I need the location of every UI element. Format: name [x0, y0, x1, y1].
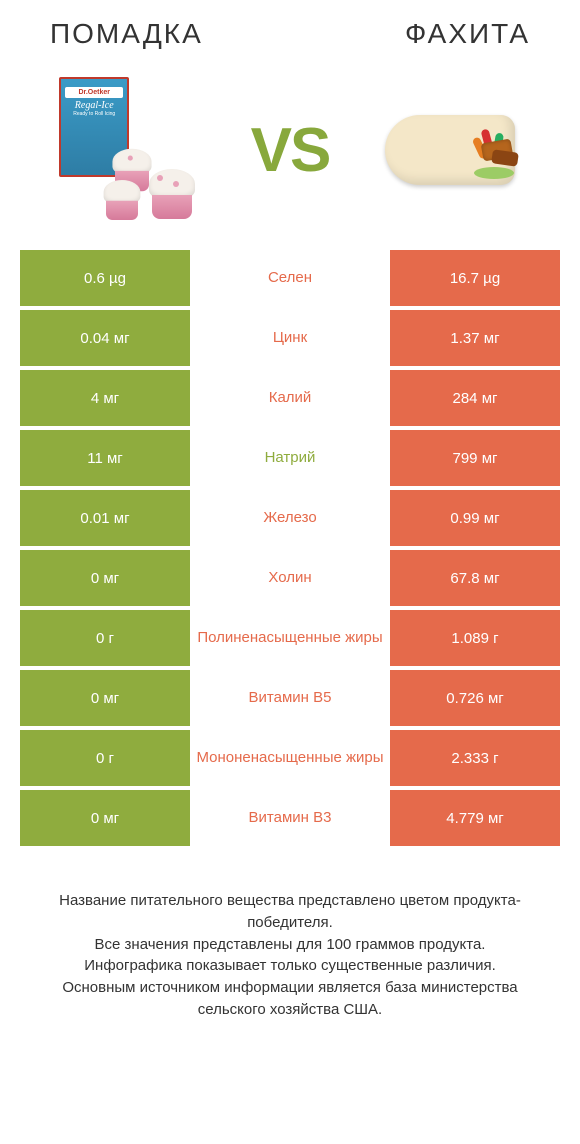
right-value-cell: 16.7 µg [390, 250, 560, 306]
fajita-image [370, 70, 530, 230]
right-value-cell: 284 мг [390, 370, 560, 426]
nutrient-name-cell: Мононенасыщенные жиры [190, 730, 390, 786]
comparison-header: ПОМАДКА ФАХИТА [0, 0, 580, 60]
left-value-cell: 11 мг [20, 430, 190, 486]
left-value-cell: 0 г [20, 730, 190, 786]
footer-line: Название питательного вещества представл… [30, 890, 550, 934]
table-row: 0 мгВитамин B50.726 мг [20, 670, 560, 726]
fondant-name: Regal-Ice [61, 100, 127, 111]
right-value-cell: 0.99 мг [390, 490, 560, 546]
left-value-cell: 0 мг [20, 790, 190, 846]
footer-line: Инфографика показывает только существенн… [30, 955, 550, 977]
left-value-cell: 0 мг [20, 550, 190, 606]
right-value-cell: 1.089 г [390, 610, 560, 666]
right-value-cell: 0.726 мг [390, 670, 560, 726]
fondant-brand: Dr.Oetker [65, 87, 123, 98]
table-row: 11 мгНатрий799 мг [20, 430, 560, 486]
nutrition-table: 0.6 µgСелен16.7 µg0.04 мгЦинк1.37 мг4 мг… [0, 250, 580, 846]
left-value-cell: 0 г [20, 610, 190, 666]
left-value-cell: 0.04 мг [20, 310, 190, 366]
footer-notes: Название питательного вещества представл… [0, 850, 580, 1021]
right-value-cell: 4.779 мг [390, 790, 560, 846]
nutrient-name-cell: Железо [190, 490, 390, 546]
right-value-cell: 1.37 мг [390, 310, 560, 366]
left-product-title: ПОМАДКА [50, 18, 203, 50]
left-value-cell: 0 мг [20, 670, 190, 726]
product-images-row: Dr.Oetker Regal-Ice Ready to Roll Icing … [0, 60, 580, 250]
right-value-cell: 2.333 г [390, 730, 560, 786]
right-value-cell: 799 мг [390, 430, 560, 486]
left-value-cell: 4 мг [20, 370, 190, 426]
table-row: 0 мгВитамин B34.779 мг [20, 790, 560, 846]
nutrient-name-cell: Натрий [190, 430, 390, 486]
fondant-image: Dr.Oetker Regal-Ice Ready to Roll Icing [50, 70, 210, 230]
left-value-cell: 0.6 µg [20, 250, 190, 306]
fondant-sub: Ready to Roll Icing [61, 111, 127, 117]
nutrient-name-cell: Витамин B3 [190, 790, 390, 846]
table-row: 0 гМононенасыщенные жиры2.333 г [20, 730, 560, 786]
nutrient-name-cell: Полиненасыщенные жиры [190, 610, 390, 666]
nutrient-name-cell: Селен [190, 250, 390, 306]
vs-label: VS [251, 115, 330, 186]
left-value-cell: 0.01 мг [20, 490, 190, 546]
table-row: 0.6 µgСелен16.7 µg [20, 250, 560, 306]
table-row: 0.04 мгЦинк1.37 мг [20, 310, 560, 366]
nutrient-name-cell: Калий [190, 370, 390, 426]
nutrient-name-cell: Цинк [190, 310, 390, 366]
table-row: 4 мгКалий284 мг [20, 370, 560, 426]
right-value-cell: 67.8 мг [390, 550, 560, 606]
table-row: 0 мгХолин67.8 мг [20, 550, 560, 606]
table-row: 0.01 мгЖелезо0.99 мг [20, 490, 560, 546]
nutrient-name-cell: Холин [190, 550, 390, 606]
nutrient-name-cell: Витамин B5 [190, 670, 390, 726]
right-product-title: ФАХИТА [405, 18, 530, 50]
footer-line: Основным источником информации является … [30, 977, 550, 1021]
footer-line: Все значения представлены для 100 граммо… [30, 934, 550, 956]
table-row: 0 гПолиненасыщенные жиры1.089 г [20, 610, 560, 666]
